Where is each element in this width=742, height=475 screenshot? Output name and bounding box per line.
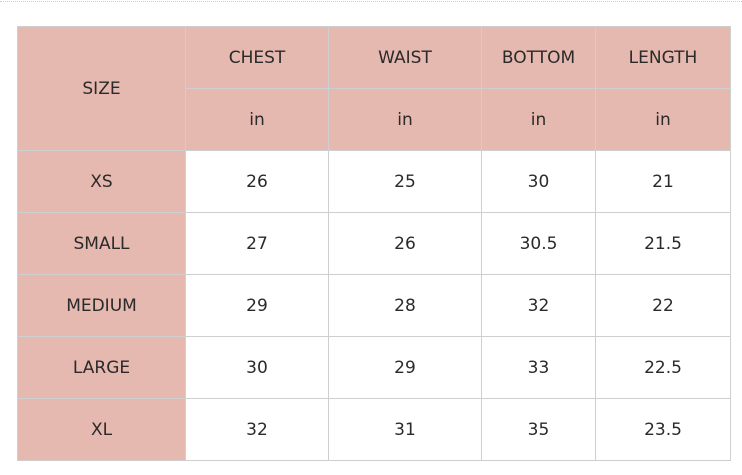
table-row: LARGE 30 29 33 22.5 <box>17 336 731 399</box>
waist-header: WAIST <box>328 26 482 89</box>
top-dotted-divider <box>0 1 742 2</box>
chest-cell: 29 <box>185 274 329 337</box>
chest-unit: in <box>185 88 329 151</box>
table-row: MEDIUM 29 28 32 22 <box>17 274 731 337</box>
size-cell: LARGE <box>17 336 186 399</box>
length-cell: 21 <box>595 150 731 213</box>
chest-cell: 32 <box>185 398 329 461</box>
bottom-cell: 33 <box>481 336 596 399</box>
bottom-cell: 30 <box>481 150 596 213</box>
table-row: XL 32 31 35 23.5 <box>17 398 731 461</box>
chest-cell: 26 <box>185 150 329 213</box>
waist-cell: 25 <box>328 150 482 213</box>
length-cell: 21.5 <box>595 212 731 275</box>
bottom-header: BOTTOM <box>481 26 596 89</box>
length-unit: in <box>595 88 731 151</box>
length-cell: 22.5 <box>595 336 731 399</box>
size-chart-table: SIZE CHEST WAIST BOTTOM LENGTH in in in … <box>17 26 731 461</box>
size-header: SIZE <box>17 26 186 151</box>
waist-cell: 31 <box>328 398 482 461</box>
bottom-unit: in <box>481 88 596 151</box>
chest-cell: 27 <box>185 212 329 275</box>
bottom-cell: 30.5 <box>481 212 596 275</box>
table-row: XS 26 25 30 21 <box>17 150 731 213</box>
size-cell: XS <box>17 150 186 213</box>
chest-cell: 30 <box>185 336 329 399</box>
waist-cell: 29 <box>328 336 482 399</box>
length-cell: 22 <box>595 274 731 337</box>
bottom-cell: 35 <box>481 398 596 461</box>
chest-header: CHEST <box>185 26 329 89</box>
waist-unit: in <box>328 88 482 151</box>
size-cell: XL <box>17 398 186 461</box>
bottom-cell: 32 <box>481 274 596 337</box>
waist-cell: 26 <box>328 212 482 275</box>
waist-cell: 28 <box>328 274 482 337</box>
length-header: LENGTH <box>595 26 731 89</box>
size-cell: MEDIUM <box>17 274 186 337</box>
table-row: SMALL 27 26 30.5 21.5 <box>17 212 731 275</box>
length-cell: 23.5 <box>595 398 731 461</box>
size-cell: SMALL <box>17 212 186 275</box>
